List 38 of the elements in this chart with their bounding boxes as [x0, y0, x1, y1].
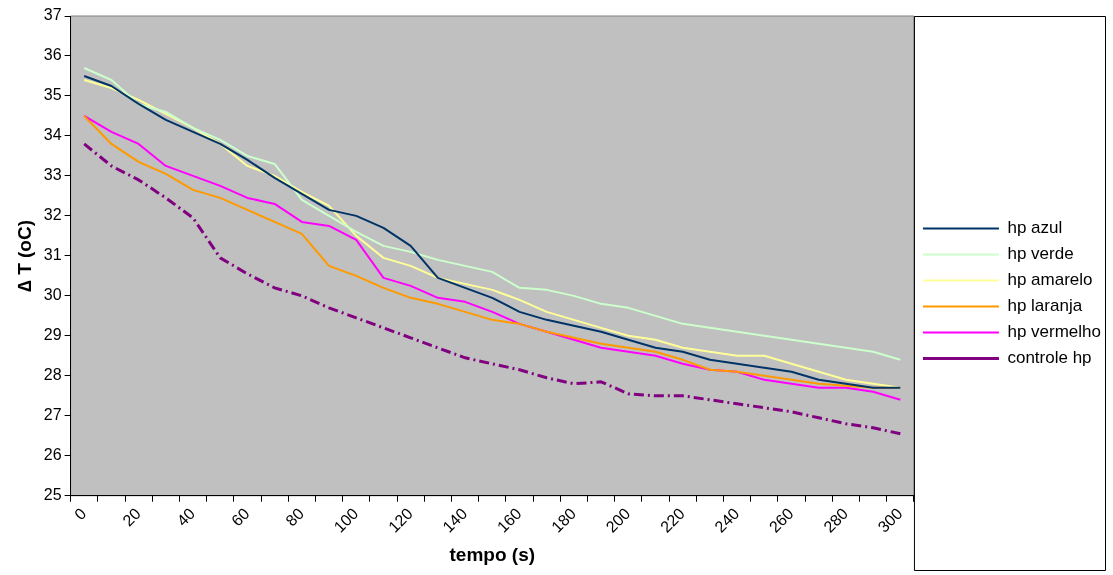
legend-label: hp vermelho	[1007, 322, 1102, 342]
x-tick-label: 60	[228, 504, 253, 530]
y-tick-label: 37	[43, 6, 62, 24]
y-tick-label: 35	[43, 86, 62, 104]
x-tick-label: 180	[548, 504, 580, 536]
x-tick-label: 0	[71, 504, 90, 524]
y-tick-label: 34	[43, 126, 62, 144]
x-tick-label: 280	[820, 504, 852, 536]
x-tick-label: 20	[119, 504, 144, 530]
x-tick-label: 200	[602, 504, 634, 536]
y-tick-label: 30	[43, 286, 62, 304]
y-tick-label: 31	[43, 246, 62, 264]
x-axis-title: tempo (s)	[449, 543, 536, 565]
legend-label: hp verde	[1007, 244, 1074, 264]
x-tick-label: 260	[765, 504, 797, 536]
x-tick-label: 120	[384, 504, 416, 536]
y-tick-label: 28	[43, 366, 62, 384]
x-tick-label: 140	[439, 504, 471, 536]
x-tick-label: 40	[173, 504, 199, 530]
x-tick-label: 160	[493, 504, 525, 536]
x-tick-label: 80	[282, 504, 308, 530]
y-tick-label: 33	[43, 166, 62, 184]
y-axis-title: ∆ T (oC)	[13, 219, 35, 292]
y-tick-label: 29	[43, 326, 62, 344]
x-tick-label: 240	[711, 504, 743, 536]
legend-label: hp laranja	[1007, 296, 1083, 316]
y-tick-label: 27	[43, 406, 62, 424]
y-tick-label: 26	[43, 446, 62, 464]
x-tick-label: 100	[330, 504, 362, 536]
y-tick-label: 25	[43, 486, 62, 504]
y-tick-label: 32	[43, 206, 62, 224]
legend-label: controle hp	[1007, 348, 1092, 368]
legend-label: hp amarelo	[1007, 270, 1093, 290]
x-tick-label: 300	[874, 504, 906, 536]
line-series	[82, 142, 902, 436]
legend-label: hp azul	[1007, 218, 1063, 238]
x-tick-label: 220	[657, 504, 689, 536]
y-tick-label: 36	[43, 46, 62, 64]
